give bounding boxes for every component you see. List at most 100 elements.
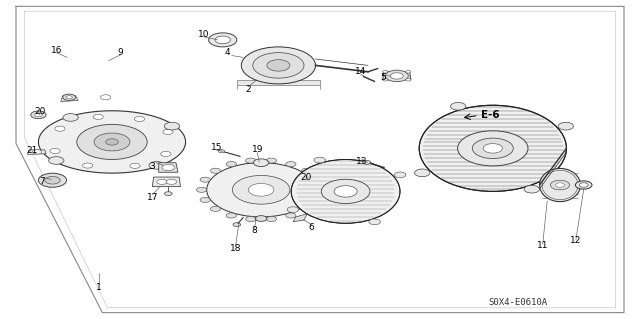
Circle shape (321, 179, 370, 204)
Text: 1: 1 (97, 283, 102, 292)
Circle shape (106, 139, 118, 145)
Circle shape (301, 168, 312, 173)
Circle shape (157, 179, 167, 184)
Circle shape (130, 163, 140, 168)
Circle shape (558, 122, 573, 130)
Circle shape (369, 219, 380, 225)
Circle shape (406, 70, 411, 73)
Ellipse shape (291, 160, 400, 223)
Circle shape (77, 124, 147, 160)
Circle shape (227, 161, 237, 167)
Text: 21: 21 (26, 146, 38, 155)
Circle shape (406, 78, 411, 81)
Circle shape (266, 217, 276, 222)
Circle shape (94, 133, 130, 151)
Circle shape (55, 126, 65, 131)
Circle shape (232, 175, 290, 204)
Circle shape (209, 33, 237, 47)
Circle shape (200, 177, 211, 182)
Circle shape (524, 185, 540, 193)
Circle shape (50, 148, 60, 153)
Polygon shape (61, 96, 78, 101)
Circle shape (45, 176, 60, 184)
Circle shape (312, 197, 322, 203)
Circle shape (93, 114, 103, 119)
Circle shape (383, 70, 388, 73)
Circle shape (211, 168, 221, 173)
Circle shape (253, 159, 269, 167)
Circle shape (483, 144, 502, 153)
Circle shape (255, 216, 267, 221)
Polygon shape (237, 80, 320, 85)
Circle shape (49, 157, 64, 164)
Polygon shape (302, 179, 317, 186)
Circle shape (35, 113, 42, 117)
Circle shape (312, 177, 322, 182)
Circle shape (266, 158, 276, 163)
Circle shape (575, 181, 592, 189)
Circle shape (472, 138, 513, 159)
Circle shape (287, 207, 299, 212)
Circle shape (415, 169, 430, 177)
Text: E-6: E-6 (481, 110, 500, 121)
Circle shape (38, 173, 67, 187)
Text: S0X4-E0610A: S0X4-E0610A (489, 298, 548, 307)
Text: 4: 4 (225, 48, 230, 57)
Circle shape (394, 172, 406, 178)
Circle shape (233, 223, 241, 226)
Circle shape (161, 152, 171, 157)
Text: 17: 17 (147, 193, 158, 202)
Circle shape (218, 150, 225, 153)
Text: 13: 13 (356, 157, 367, 166)
Text: 20: 20 (35, 107, 46, 115)
Polygon shape (293, 214, 307, 222)
Text: 18: 18 (230, 244, 241, 253)
Text: 7: 7 (40, 177, 45, 186)
Polygon shape (38, 111, 186, 173)
Circle shape (246, 217, 256, 222)
Circle shape (334, 186, 357, 197)
Circle shape (66, 96, 72, 99)
Text: 15: 15 (211, 143, 222, 152)
Circle shape (207, 163, 316, 217)
Ellipse shape (540, 168, 580, 202)
Text: 10: 10 (198, 30, 209, 39)
Text: 16: 16 (51, 46, 62, 55)
Circle shape (267, 60, 290, 71)
Polygon shape (28, 150, 46, 154)
Circle shape (162, 164, 175, 171)
Circle shape (363, 160, 371, 164)
Circle shape (253, 53, 304, 78)
Circle shape (100, 95, 111, 100)
Circle shape (390, 73, 403, 79)
Circle shape (301, 206, 312, 211)
Ellipse shape (419, 105, 566, 191)
Circle shape (314, 157, 326, 163)
Circle shape (241, 47, 316, 84)
Circle shape (316, 187, 326, 192)
Text: 9: 9 (118, 48, 123, 57)
Circle shape (149, 161, 164, 169)
Circle shape (63, 114, 78, 121)
Circle shape (63, 94, 76, 100)
Circle shape (579, 183, 588, 187)
Text: 19: 19 (252, 145, 263, 154)
Circle shape (196, 187, 207, 192)
Polygon shape (383, 72, 411, 80)
Circle shape (134, 116, 145, 122)
Circle shape (164, 192, 172, 196)
Text: 6: 6 (309, 223, 314, 232)
Text: 2: 2 (246, 85, 251, 94)
Circle shape (163, 130, 173, 135)
Circle shape (248, 183, 274, 196)
Circle shape (285, 161, 296, 167)
Circle shape (451, 102, 466, 110)
Circle shape (215, 36, 230, 44)
Text: 5: 5 (380, 73, 385, 82)
Circle shape (211, 206, 221, 211)
Circle shape (226, 213, 236, 218)
Circle shape (550, 180, 570, 190)
Circle shape (556, 183, 564, 187)
Text: 8: 8 (252, 226, 257, 235)
Circle shape (458, 131, 528, 166)
